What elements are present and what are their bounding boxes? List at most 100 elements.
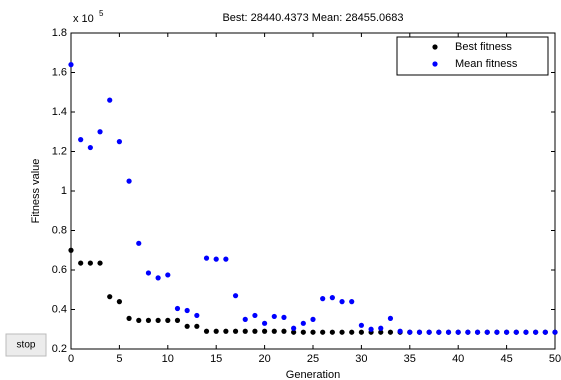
point	[242, 328, 248, 334]
point	[436, 329, 442, 335]
point	[281, 328, 287, 334]
point	[97, 260, 103, 266]
legend-label: Best fitness	[455, 41, 512, 53]
point	[339, 329, 345, 335]
point	[145, 317, 152, 323]
y-tick-label: 1	[61, 185, 67, 197]
point	[165, 317, 171, 323]
point	[252, 328, 258, 334]
legend-marker	[432, 61, 438, 67]
point	[107, 97, 113, 103]
point	[107, 294, 113, 300]
y-tick-label: 1.6	[52, 66, 67, 78]
point	[145, 270, 152, 276]
point	[300, 329, 306, 335]
point	[329, 329, 335, 335]
x-axis-label: Generation	[286, 369, 340, 380]
point	[126, 315, 132, 321]
point	[213, 256, 219, 262]
point	[358, 322, 364, 328]
point	[387, 329, 394, 335]
y-tick-label: 0.6	[52, 264, 67, 276]
point	[203, 328, 210, 334]
point	[416, 329, 423, 335]
point	[97, 129, 103, 135]
x-tick-label: 20	[258, 353, 270, 365]
stop-button[interactable]	[5, 333, 47, 357]
chart-title: Best: 28440.4373 Mean: 28455.0683	[222, 12, 403, 24]
stop-button-label[interactable]: stop	[17, 340, 36, 351]
point	[552, 329, 558, 335]
point	[174, 305, 181, 312]
point	[68, 247, 74, 253]
point	[271, 328, 277, 334]
point	[126, 178, 132, 184]
point	[116, 299, 122, 305]
point	[310, 329, 316, 335]
plot-area	[70, 32, 556, 350]
point	[252, 312, 258, 319]
point	[87, 260, 93, 266]
point	[349, 299, 355, 305]
point	[320, 296, 326, 302]
point	[542, 329, 548, 335]
legend-label: Mean fitness	[455, 58, 518, 70]
y-tick-label: 0.2	[52, 343, 67, 355]
x-tick-label: 5	[116, 353, 122, 365]
point	[455, 329, 461, 335]
point	[78, 260, 84, 266]
y-tick-label: 0.8	[52, 224, 67, 236]
point	[136, 240, 142, 246]
point	[300, 320, 306, 326]
point	[329, 295, 335, 301]
point	[358, 329, 364, 335]
point	[378, 329, 384, 335]
x-tick-label: 10	[162, 353, 174, 365]
legend-box	[396, 36, 549, 76]
x-tick-label: 45	[500, 353, 512, 365]
point	[184, 323, 190, 329]
point	[262, 328, 268, 334]
point	[203, 255, 210, 261]
point	[213, 328, 219, 334]
legend-marker	[432, 44, 438, 50]
point	[194, 323, 200, 329]
point	[242, 316, 248, 322]
point	[78, 137, 84, 143]
point	[223, 328, 229, 334]
point	[533, 329, 539, 335]
point	[474, 329, 481, 335]
y-tick-label: 1.4	[52, 106, 67, 118]
point	[291, 329, 297, 335]
y-exponent: 5	[99, 9, 104, 18]
point	[155, 275, 161, 281]
x-tick-label: 35	[404, 353, 416, 365]
point	[465, 329, 471, 335]
point	[407, 329, 413, 335]
point	[87, 144, 93, 151]
x-tick-label: 40	[452, 353, 464, 365]
point	[387, 315, 394, 321]
x-tick-label: 15	[210, 353, 222, 365]
point	[368, 326, 374, 332]
point	[223, 256, 229, 262]
point	[291, 325, 297, 331]
point	[484, 329, 490, 335]
x-tick-label: 25	[307, 353, 319, 365]
point	[523, 329, 529, 335]
point	[165, 272, 171, 278]
point	[232, 328, 239, 334]
point	[184, 307, 190, 314]
x-tick-label: 30	[355, 353, 367, 365]
point	[339, 299, 345, 305]
x-tick-label: 0	[68, 353, 74, 365]
x-tick-label: 50	[549, 353, 561, 365]
point	[349, 329, 355, 335]
point	[136, 317, 142, 323]
point	[310, 316, 316, 322]
point	[271, 313, 277, 320]
point	[397, 328, 403, 334]
point	[494, 329, 500, 335]
y-axis-label: Fitness value	[30, 159, 42, 224]
